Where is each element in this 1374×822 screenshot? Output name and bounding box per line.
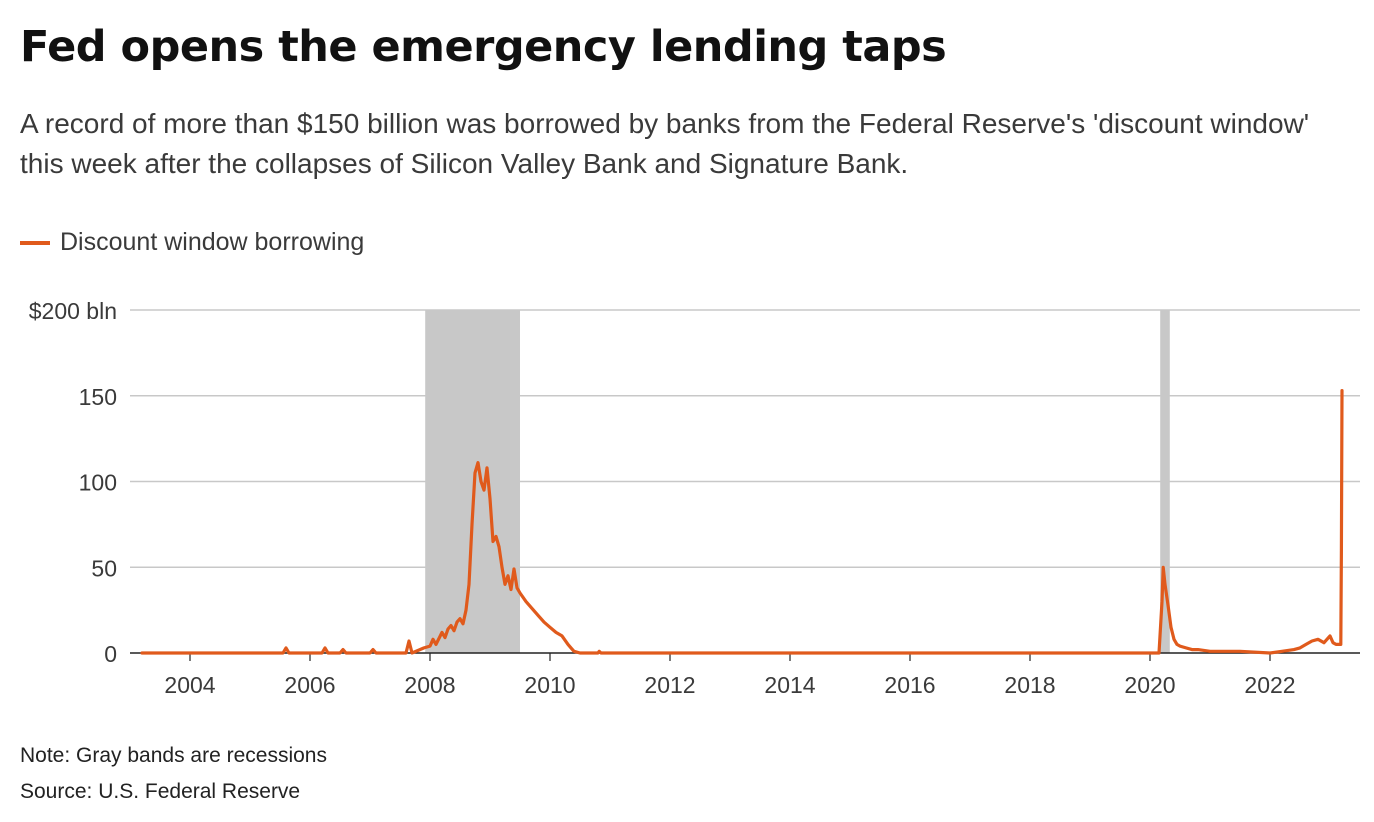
chart-subtitle: A record of more than $150 billion was b… [20,108,1310,179]
x-tick-label-2020: 2020 [1124,672,1175,698]
x-tick-label-2014: 2014 [764,672,815,698]
x-tick-label-2012: 2012 [644,672,695,698]
series-line-discount-window [140,388,1344,655]
source: Source: U.S. Federal Reserve [20,780,301,803]
x-tick-label-2010: 2010 [524,672,575,698]
x-tick-label-2022: 2022 [1244,672,1295,698]
line-chart: 0 50 100 150 $200 bln 2004 2006 2008 2010 2012 201… [29,298,1360,698]
x-tick-label-2006: 2006 [284,672,335,698]
note: Note: Gray bands are recessions [20,744,327,767]
chart-title: Fed opens the emergency lending taps [20,22,947,72]
y-tick-label-0: 0 [104,641,117,667]
y-tick-label-50: 50 [91,555,117,581]
legend-label: Discount window borrowing [60,228,365,256]
x-tick-label-2008: 2008 [404,672,455,698]
x-tick-label-2016: 2016 [884,672,935,698]
y-tick-label-150: 150 [79,384,117,410]
x-tick-label-2018: 2018 [1004,672,1055,698]
y-tick-label-200: $200 bln [29,298,117,324]
x-tick-label-2004: 2004 [164,672,215,698]
legend: Discount window borrowing [20,228,364,257]
legend-swatch [20,240,50,245]
y-tick-label-100: 100 [79,470,117,496]
